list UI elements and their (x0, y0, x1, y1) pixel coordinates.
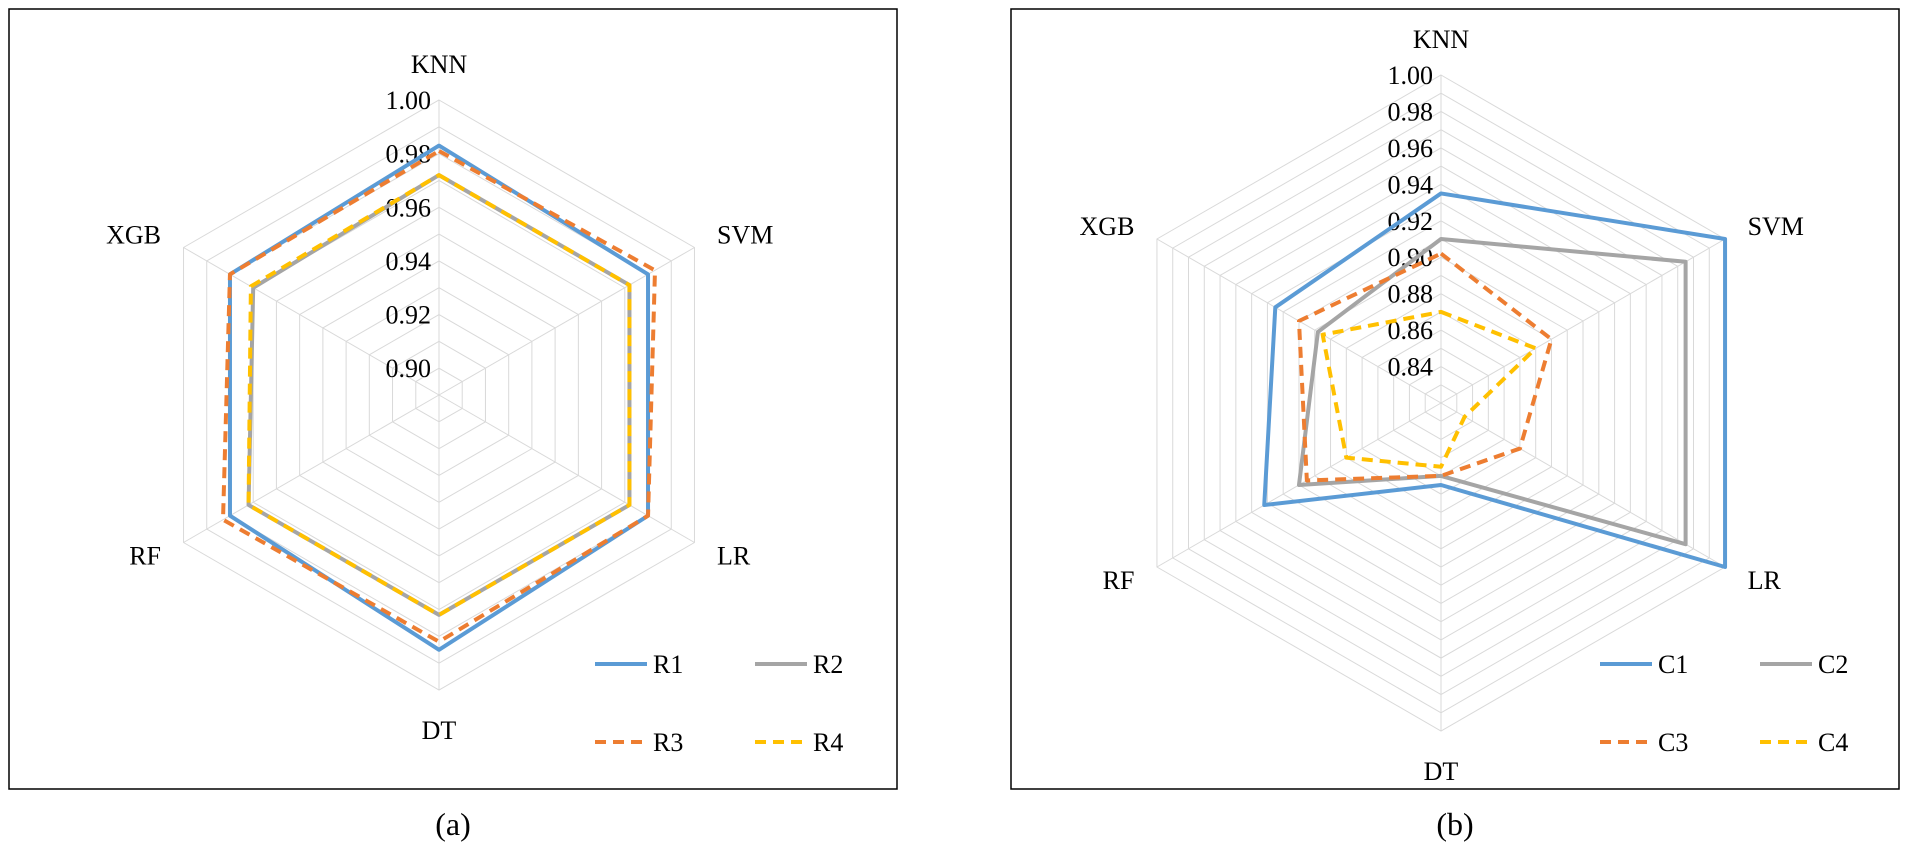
grid-spoke (1440, 402, 1726, 568)
tick-label: 0.96 (386, 193, 432, 222)
axis-label-svm: SVM (717, 221, 773, 250)
tick-label: 0.88 (1388, 280, 1434, 309)
axis-label-dt: DT (422, 716, 457, 745)
tick-label: 0.94 (1388, 170, 1434, 199)
series-c3-line (1296, 251, 1554, 483)
tick-label: 0.90 (386, 354, 432, 383)
panel-b-frame (1010, 8, 1900, 790)
tick-label: 0.92 (386, 301, 432, 330)
legend-label-r1: R1 (653, 650, 683, 679)
caption-a: (a) (435, 806, 471, 842)
radar-chart-b: 1.000.980.960.940.920.900.880.860.84KNNS… (1080, 25, 1849, 786)
grid-spoke (438, 394, 695, 543)
series-r3-line (221, 148, 657, 644)
axis-label-rf: RF (1103, 566, 1135, 595)
grid-spoke (183, 247, 440, 396)
axis-label-lr: LR (717, 542, 751, 571)
series-c2-line (1296, 237, 1688, 547)
panel-a-frame (8, 8, 898, 790)
legend-label-c4: C4 (1818, 728, 1848, 757)
axis-label-dt: DT (1424, 757, 1459, 786)
axis-label-xgb: XGB (1080, 212, 1135, 241)
legend-label-c2: C2 (1818, 650, 1848, 679)
legend-label-c1: C1 (1658, 650, 1688, 679)
axis-label-svm: SVM (1748, 212, 1804, 241)
tick-label: 0.90 (1388, 243, 1434, 272)
tick-label: 0.92 (1388, 207, 1434, 236)
axis-label-rf: RF (129, 542, 161, 571)
caption-b: (b) (1436, 806, 1473, 842)
tick-label: 0.94 (386, 247, 432, 276)
grid-spoke (438, 247, 695, 396)
series-c4-line (1320, 309, 1538, 469)
tick-label: 1.00 (386, 86, 432, 115)
legend-label-r3: R3 (653, 728, 683, 757)
grid-spoke (183, 394, 440, 543)
tick-label: 1.00 (1388, 61, 1434, 90)
series-r4-line (246, 173, 632, 617)
axis-label-lr: LR (1748, 566, 1782, 595)
legend-label-c3: C3 (1658, 728, 1688, 757)
tick-label: 0.84 (1388, 353, 1434, 382)
series-c1-line (1262, 191, 1728, 569)
grid-spoke (1440, 238, 1726, 404)
axis-label-knn: KNN (1413, 25, 1470, 54)
axis-label-xgb: XGB (106, 221, 161, 250)
tick-label: 0.96 (1388, 134, 1434, 163)
radar-chart-a: 1.000.980.960.940.920.90KNNSVMLRDTRFXGBR… (106, 50, 843, 757)
axis-label-knn: KNN (411, 50, 468, 79)
tick-label: 0.98 (1388, 97, 1434, 126)
legend-label-r4: R4 (813, 728, 843, 757)
legend-label-r2: R2 (813, 650, 843, 679)
